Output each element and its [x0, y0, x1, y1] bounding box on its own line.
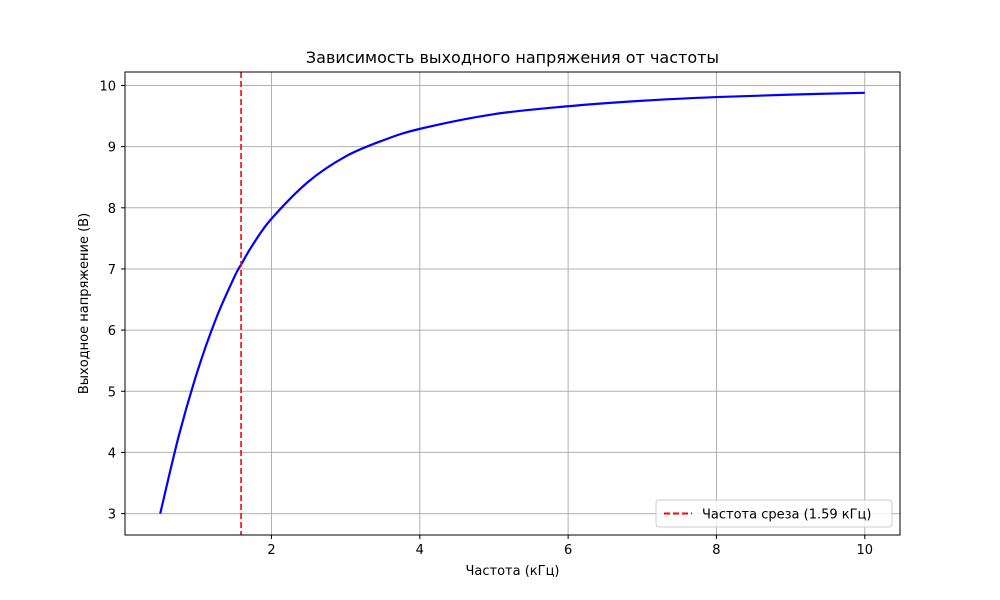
y-tick-label: 8 [108, 202, 116, 217]
y-axis-ticks: 3 4 5 6 7 8 9 10 [99, 79, 125, 523]
x-axis-ticks: 2 4 6 8 10 [267, 535, 873, 558]
y-tick-label: 6 [108, 324, 116, 339]
legend-label-cutoff: Частота среза (1.59 кГц) [702, 508, 871, 523]
y-axis-label: Выходное напряжение (В) [77, 213, 92, 394]
x-tick-label: 8 [712, 543, 720, 558]
chart-title: Зависимость выходного напряжения от част… [306, 48, 719, 67]
grid [125, 72, 900, 535]
x-tick-label: 6 [564, 543, 572, 558]
x-tick-label: 10 [856, 543, 873, 558]
y-tick-label: 3 [108, 508, 116, 523]
x-tick-label: 4 [416, 543, 424, 558]
legend: Частота среза (1.59 кГц) [655, 499, 893, 528]
y-tick-label: 7 [108, 263, 116, 278]
x-axis-label: Частота (кГц) [466, 564, 560, 579]
y-tick-label: 5 [108, 385, 116, 400]
series-line [159, 91, 865, 514]
y-tick-label: 9 [108, 141, 116, 156]
x-tick-label: 2 [267, 543, 275, 558]
plot-frame [124, 71, 901, 536]
y-tick-label: 4 [108, 446, 116, 461]
legend-box [655, 499, 893, 528]
y-tick-label: 10 [99, 79, 116, 94]
series-layer [159, 91, 865, 514]
